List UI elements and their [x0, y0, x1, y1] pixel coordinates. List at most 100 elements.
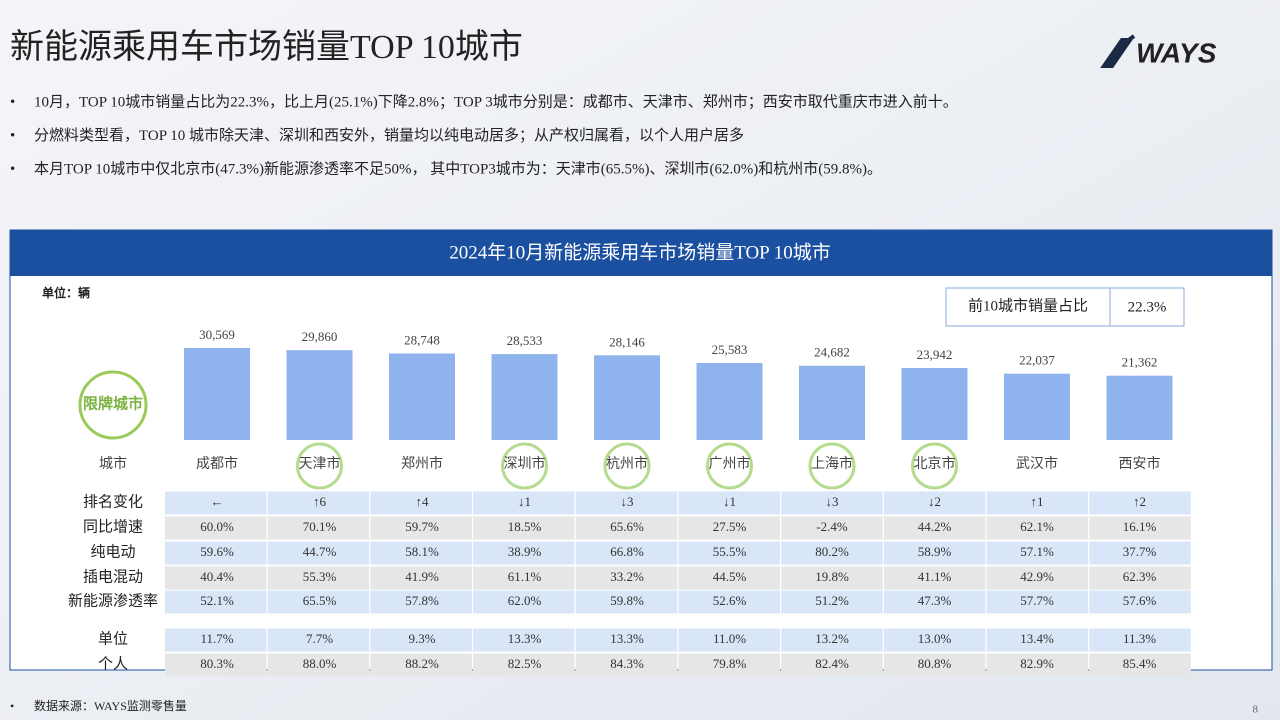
- cell-bg: [575, 516, 678, 540]
- cell: ↓3: [621, 494, 634, 509]
- cell: 13.3%: [508, 631, 542, 646]
- cell: 59.8%: [610, 593, 644, 608]
- cell-bg: [883, 491, 986, 515]
- data-label: 28,748: [404, 332, 440, 347]
- cell: ↓2: [928, 494, 941, 509]
- data-label: 22,037: [1019, 353, 1055, 368]
- bar: [799, 365, 865, 440]
- cell: 62.0%: [508, 593, 542, 608]
- bullet-dot: •: [10, 94, 15, 110]
- cell: 41.1%: [918, 569, 952, 584]
- cell: 41.9%: [405, 569, 439, 584]
- restricted-ring: [706, 442, 753, 490]
- bullet: 10月，TOP 10城市销量占比为22.3%，比上月(25.1%)下降2.8%；…: [34, 93, 958, 110]
- cell: 9.3%: [408, 631, 435, 646]
- share-box: [945, 287, 1185, 327]
- cell: 47.3%: [918, 593, 952, 608]
- cell-bg: [678, 516, 780, 540]
- cell: 51.2%: [815, 593, 849, 608]
- cell-bg: [781, 628, 883, 652]
- cell-bg: [165, 628, 267, 652]
- badge-ring: [78, 370, 148, 440]
- data-label: 28,533: [507, 333, 543, 348]
- row-label: 插电混动: [83, 568, 143, 585]
- restricted-ring: [603, 442, 651, 490]
- cell: ↑6: [313, 494, 327, 509]
- bullet: 分燃料类型看，TOP 10 城市除天津、深圳和西安外，销量均以纯电动居多；从产权…: [34, 126, 744, 144]
- cell-bg: [473, 566, 575, 590]
- cell-bg: [267, 491, 370, 515]
- cell-bg: [781, 491, 883, 515]
- cell-bg: [370, 516, 472, 540]
- cell-bg: [267, 653, 370, 677]
- cell-bg: [575, 566, 678, 590]
- cell-bg: [575, 628, 678, 652]
- cell: ←: [211, 494, 224, 509]
- cell-bg: [781, 541, 883, 565]
- bar: [286, 350, 353, 440]
- bar: [1106, 375, 1173, 440]
- cell-bg: [575, 541, 678, 565]
- restricted-ring: [296, 442, 343, 490]
- cell: 11.0%: [713, 631, 746, 646]
- cell-bg: [575, 590, 678, 614]
- cell: ↓1: [723, 494, 736, 509]
- cell: 65.6%: [610, 519, 644, 534]
- cell: 70.1%: [303, 519, 337, 534]
- cell: 13.2%: [815, 631, 849, 646]
- cell-bg: [1089, 491, 1191, 515]
- restricted-ring: [808, 442, 856, 490]
- bullet-dot: •: [10, 128, 15, 144]
- cell-bg: [370, 566, 472, 590]
- chart-title: 2024年10月新能源乘用车市场销量TOP 10城市: [449, 241, 831, 263]
- cell: ↑1: [1031, 494, 1044, 509]
- share-label: 前10城市销量占比: [968, 297, 1088, 314]
- cell-bg: [678, 590, 780, 614]
- cell-bg: [165, 491, 267, 515]
- cell-bg: [1089, 541, 1191, 565]
- row-label: 个人: [98, 655, 128, 672]
- cell: 60.0%: [200, 519, 234, 534]
- cell: 52.1%: [200, 593, 234, 608]
- unit-label: 单位：辆: [42, 285, 90, 300]
- cell-bg: [473, 516, 575, 540]
- category-label: 北京市: [914, 455, 956, 472]
- cell-bg: [986, 566, 1089, 590]
- cell-bg: [473, 491, 575, 515]
- cell: 11.3%: [1123, 631, 1156, 646]
- cell: ↓1: [518, 494, 531, 509]
- cell: 57.1%: [1020, 544, 1054, 559]
- row-label: 单位: [98, 630, 128, 647]
- cell-bg: [165, 541, 267, 565]
- category-label: 天津市: [299, 455, 341, 472]
- data-label: 24,682: [814, 345, 850, 360]
- cell-bg: [1089, 653, 1191, 677]
- bar: [389, 353, 455, 440]
- cell: 59.7%: [405, 519, 439, 534]
- cell-bg: [986, 628, 1089, 652]
- cell-bg: [165, 653, 267, 677]
- cell: 16.1%: [1123, 519, 1157, 534]
- bar: [1004, 373, 1070, 440]
- cell: 59.6%: [200, 544, 234, 559]
- cell: 80.3%: [200, 656, 234, 671]
- data-label: 25,583: [712, 342, 748, 357]
- bar: [491, 354, 558, 440]
- cell-bg: [986, 590, 1089, 614]
- cell-bg: [473, 628, 575, 652]
- cell-bg: [165, 590, 267, 614]
- cell-bg: [678, 566, 780, 590]
- cell: 80.2%: [815, 544, 849, 559]
- cell-bg: [1089, 566, 1191, 590]
- category-label: 上海市: [811, 455, 853, 472]
- data-label: 29,860: [302, 329, 338, 344]
- cell: 18.5%: [508, 519, 542, 534]
- cell-bg: [986, 653, 1089, 677]
- row-label: 新能源渗透率: [68, 592, 158, 609]
- cell-bg: [986, 516, 1089, 540]
- bullet-dot: •: [10, 161, 15, 177]
- cell-bg: [370, 628, 472, 652]
- category-header: 城市: [99, 455, 127, 472]
- cell-bg: [473, 541, 575, 565]
- cell: -2.4%: [816, 519, 848, 534]
